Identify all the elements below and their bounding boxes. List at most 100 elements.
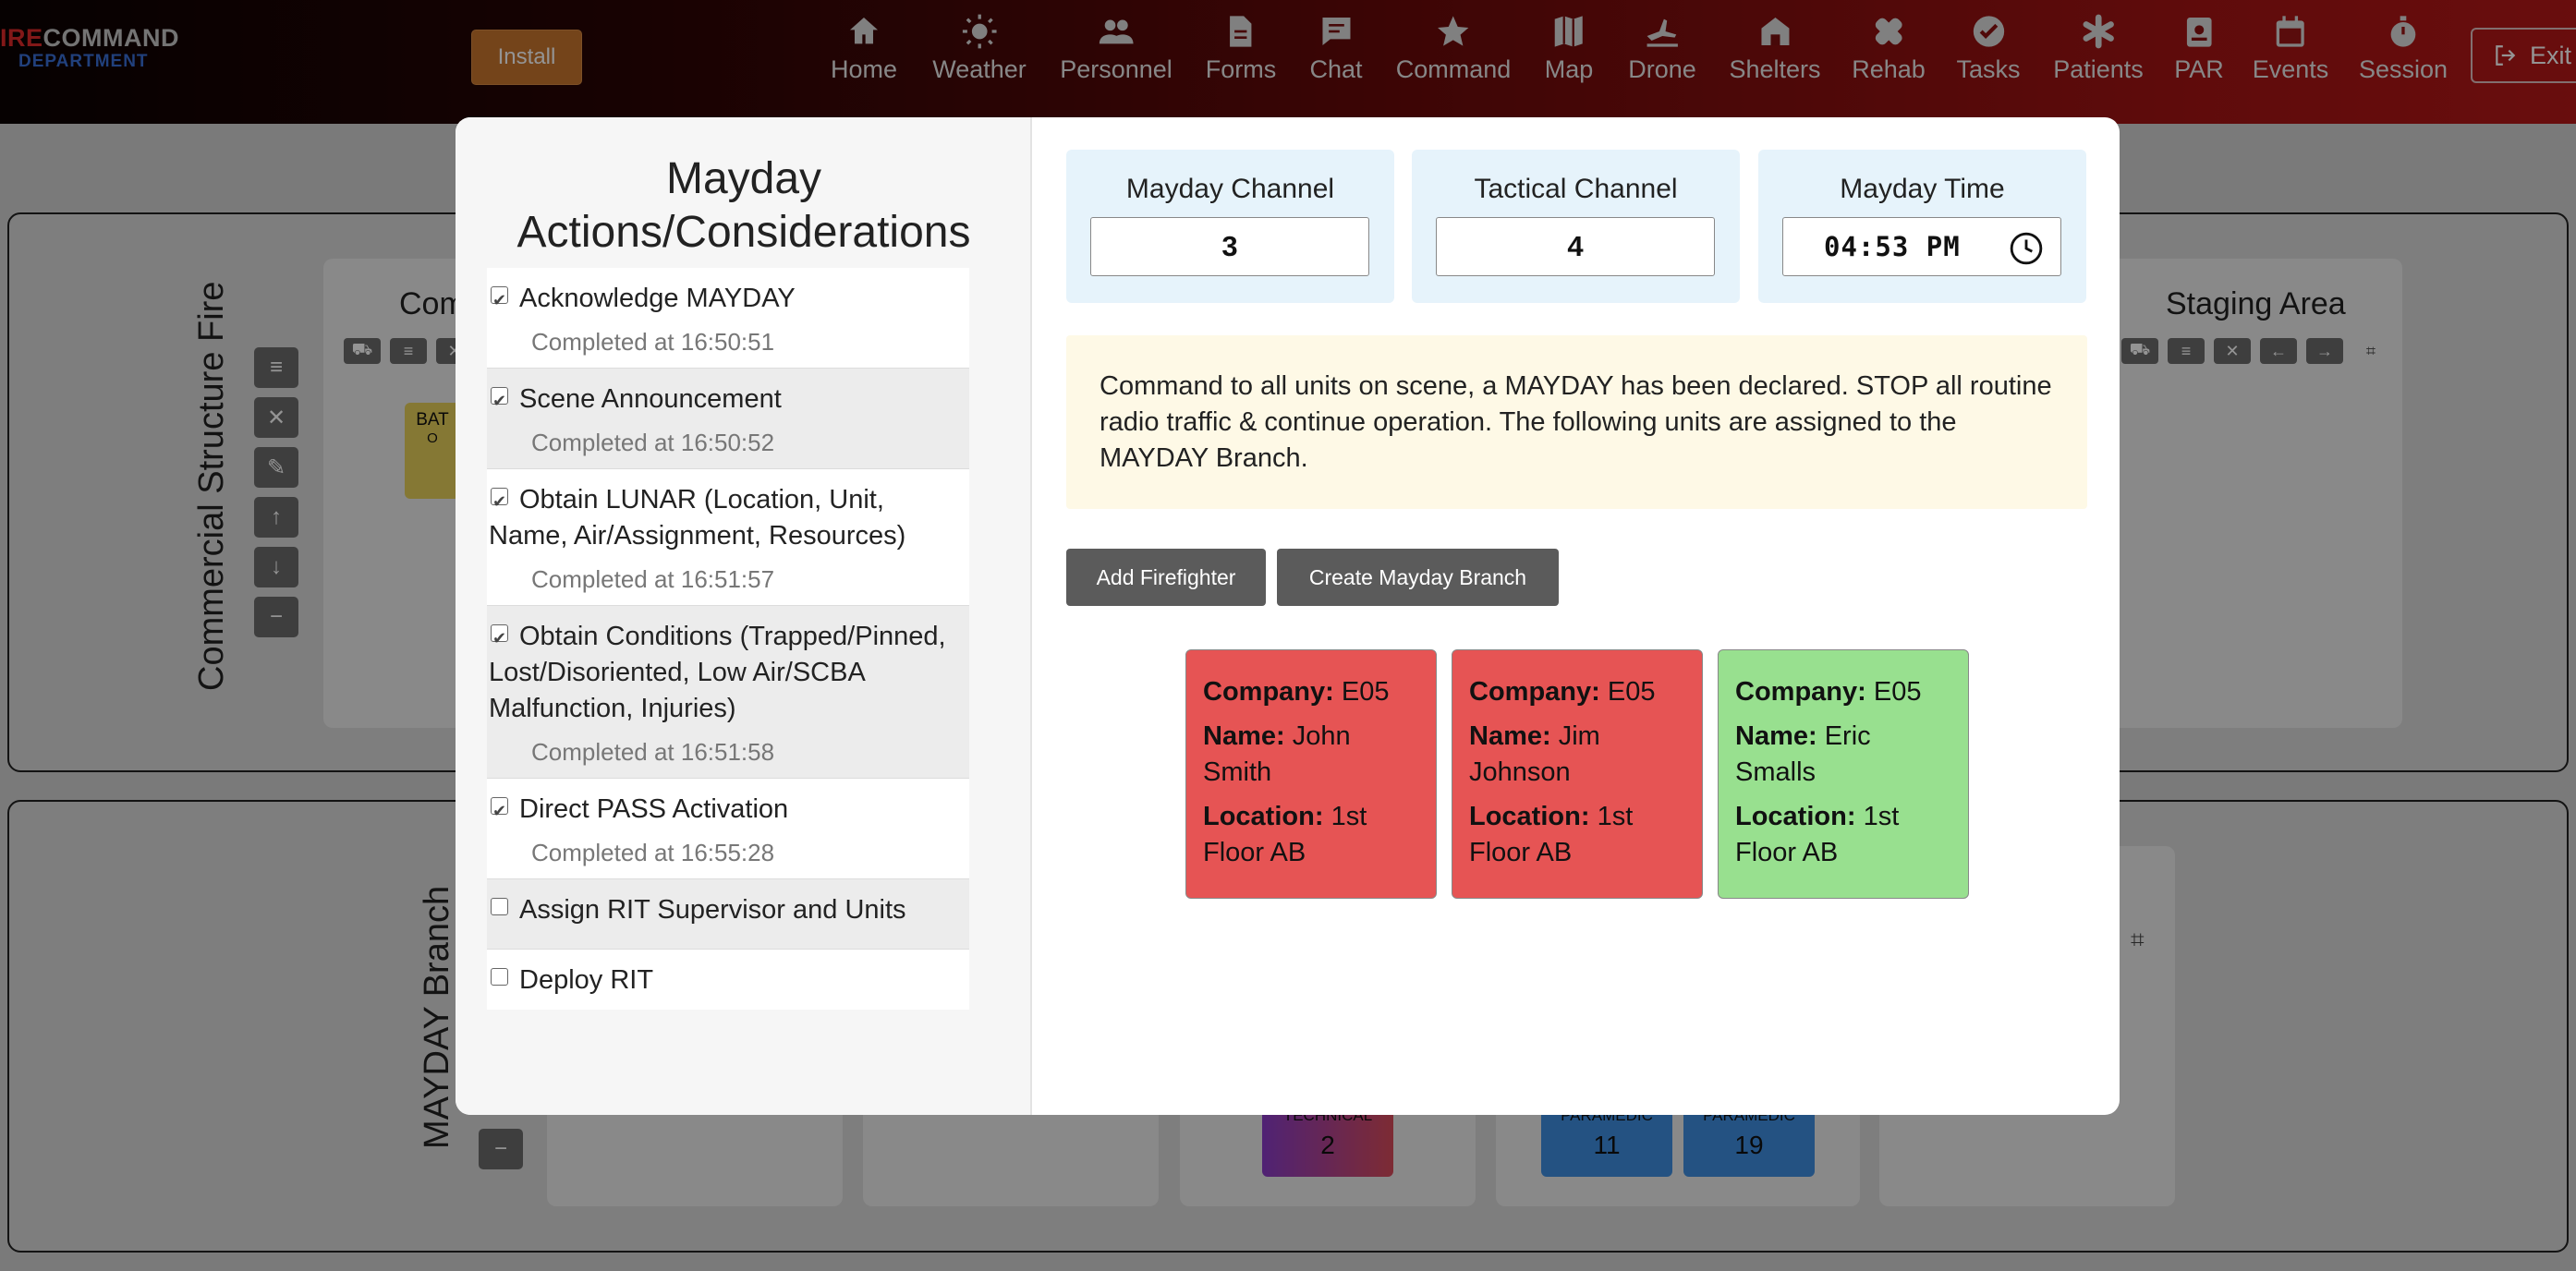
people-icon	[1099, 19, 1134, 44]
firefighter-company: E05	[1341, 677, 1390, 707]
list-icon[interactable]: ≡	[2168, 338, 2205, 364]
stopwatch-icon	[2390, 16, 2416, 47]
unit-chip-paramedic-19-number: 19	[1734, 1131, 1764, 1159]
truck-icon[interactable]: ⛟	[344, 338, 381, 364]
nav-chat[interactable]: Chat	[1309, 13, 1363, 84]
mayday-time-input[interactable]: 04:53 PM	[1782, 217, 2061, 276]
close-icon[interactable]: ✕	[254, 397, 298, 438]
arrow-left-icon[interactable]: ←	[2260, 338, 2297, 364]
clock-icon[interactable]	[2009, 231, 2044, 266]
staging-card	[2108, 259, 2402, 728]
unit-chip-bat-label: BAT	[416, 410, 449, 430]
nav-weather[interactable]: Weather	[932, 13, 1027, 84]
checkbox-obtain-conditions[interactable]	[491, 621, 508, 657]
checkbox-acknowledge-mayday[interactable]	[491, 283, 508, 319]
checklist-item-label: Assign RIT Supervisor and Units	[519, 895, 906, 925]
tactical-channel-box: Tactical Channel 4	[1412, 150, 1740, 303]
calendar-icon	[2276, 16, 2304, 47]
nav-personnel[interactable]: Personnel	[1060, 13, 1173, 84]
logo-department: DEPARTMENT	[18, 52, 149, 71]
firefighter-location: 1st Floor AB	[1469, 802, 1634, 867]
minus-icon[interactable]: −	[479, 1129, 523, 1169]
nav-map-label: Map	[1544, 55, 1594, 83]
nav-events[interactable]: Events	[2253, 13, 2328, 84]
unit-chip-paramedic-11-number: 11	[1593, 1131, 1621, 1159]
location-field-label: Location:	[1469, 802, 1590, 831]
nav-drone[interactable]: Drone	[1628, 13, 1696, 84]
nav-forms-label: Forms	[1205, 55, 1277, 83]
checkbox-scene-announcement[interactable]	[491, 383, 508, 419]
staging-card-tools: ⛟ ≡ ✕ ← → ⌗	[2121, 338, 2389, 364]
checkbox-assign-rit-supervisor[interactable]	[491, 898, 508, 915]
nav-home[interactable]: Home	[831, 13, 897, 84]
nav-par[interactable]: PAR	[2174, 13, 2224, 84]
checkbox-deploy-rit[interactable]	[491, 968, 508, 986]
incident-panel-tools: ≡ ✕ ✎ ↑ ↓ −	[254, 347, 298, 637]
badge-icon	[2186, 18, 2212, 47]
create-mayday-branch-button[interactable]: Create Mayday Branch	[1277, 549, 1559, 606]
firefighter-card[interactable]: Company: E05 Name: Jim Johnson Location:…	[1452, 649, 1703, 899]
staging-card-title: Staging Area	[2166, 286, 2346, 321]
close-icon[interactable]: ✕	[2214, 338, 2251, 364]
map-icon	[1555, 16, 1583, 47]
mayday-time-label: Mayday Time	[1840, 174, 2005, 204]
checklist-item-completed: Completed at 16:50:52	[531, 429, 775, 456]
crop-icon[interactable]: ⌗	[2365, 341, 2376, 360]
checklist-item-completed: Completed at 16:55:28	[531, 839, 775, 866]
nav-chat-label: Chat	[1309, 55, 1363, 83]
app-logo: IRECOMMAND DEPARTMENT	[0, 26, 179, 71]
tactical-channel-label: Tactical Channel	[1474, 174, 1678, 204]
list-icon[interactable]: ≡	[390, 338, 427, 364]
nav-tasks-label: Tasks	[1956, 55, 2021, 83]
edit-icon[interactable]: ✎	[254, 447, 298, 488]
nav-rehab[interactable]: Rehab	[1852, 13, 1926, 84]
minus-icon[interactable]: −	[254, 597, 298, 637]
sun-icon	[962, 14, 997, 49]
menu-icon[interactable]: ≡	[254, 347, 298, 388]
name-field-label: Name:	[1735, 721, 1817, 751]
arrow-right-icon[interactable]: →	[2306, 338, 2343, 364]
nav-patients[interactable]: Patients	[2053, 13, 2144, 84]
firefighter-company: E05	[1607, 677, 1656, 707]
bandage-icon	[1875, 18, 1902, 45]
nav-session[interactable]: Session	[2359, 13, 2448, 84]
nav-command[interactable]: Command	[1396, 13, 1511, 84]
checkbox-obtain-lunar[interactable]	[491, 484, 508, 520]
add-firefighter-button[interactable]: Add Firefighter	[1066, 549, 1266, 606]
firefighter-card[interactable]: Company: E05 Name: John Smith Location: …	[1185, 649, 1437, 899]
mayday-branch-tools: −	[479, 1129, 523, 1169]
company-field-label: Company:	[1203, 677, 1334, 707]
nav-par-label: PAR	[2174, 55, 2224, 83]
nav-tasks[interactable]: Tasks	[1956, 13, 2021, 84]
mayday-modal: Mayday Actions/Considerations Acknowledg…	[456, 117, 2120, 1115]
crop-icon[interactable]: ⌗	[2131, 926, 2145, 953]
tactical-channel-input[interactable]: 4	[1436, 217, 1715, 276]
top-navigation-bar: IRECOMMAND DEPARTMENT Install Home Weath…	[0, 0, 2576, 124]
unit-chip-bat[interactable]: BAT O	[405, 403, 460, 499]
mayday-time-box: Mayday Time 04:53 PM	[1758, 150, 2086, 303]
install-button[interactable]: Install	[471, 30, 582, 85]
exit-button[interactable]: Exit	[2471, 28, 2576, 83]
chat-icon	[1321, 18, 1350, 45]
unit-chip-bat-sub: O	[427, 430, 438, 446]
nav-home-label: Home	[830, 55, 898, 83]
nav-forms[interactable]: Forms	[1205, 13, 1277, 84]
firefighter-card[interactable]: Company: E05 Name: Eric Smalls Location:…	[1718, 649, 1969, 899]
mayday-channel-input[interactable]: 3	[1090, 217, 1369, 276]
truck-icon[interactable]: ⛟	[2121, 338, 2158, 364]
arrow-down-icon[interactable]: ↓	[254, 547, 298, 587]
arrow-up-icon[interactable]: ↑	[254, 497, 298, 538]
company-field-label: Company:	[1469, 677, 1600, 707]
firefighter-name: Jim Johnson	[1469, 721, 1600, 787]
exit-label: Exit	[2530, 41, 2572, 69]
checklist-item: Obtain Conditions (Trapped/Pinned, Lost/…	[487, 606, 969, 779]
nav-map[interactable]: Map	[1544, 13, 1594, 84]
checkbox-direct-pass-activation[interactable]	[491, 793, 508, 829]
nav-shelters-label: Shelters	[1729, 55, 1821, 83]
nav-shelters[interactable]: Shelters	[1729, 13, 1821, 84]
exit-icon	[2496, 45, 2516, 66]
mayday-channel-box: Mayday Channel 3	[1066, 150, 1394, 303]
checklist-item: Obtain LUNAR (Location, Unit, Name, Air/…	[487, 469, 969, 606]
checklist-item-label: Scene Announcement	[519, 384, 782, 414]
drone-icon	[1646, 18, 1678, 47]
